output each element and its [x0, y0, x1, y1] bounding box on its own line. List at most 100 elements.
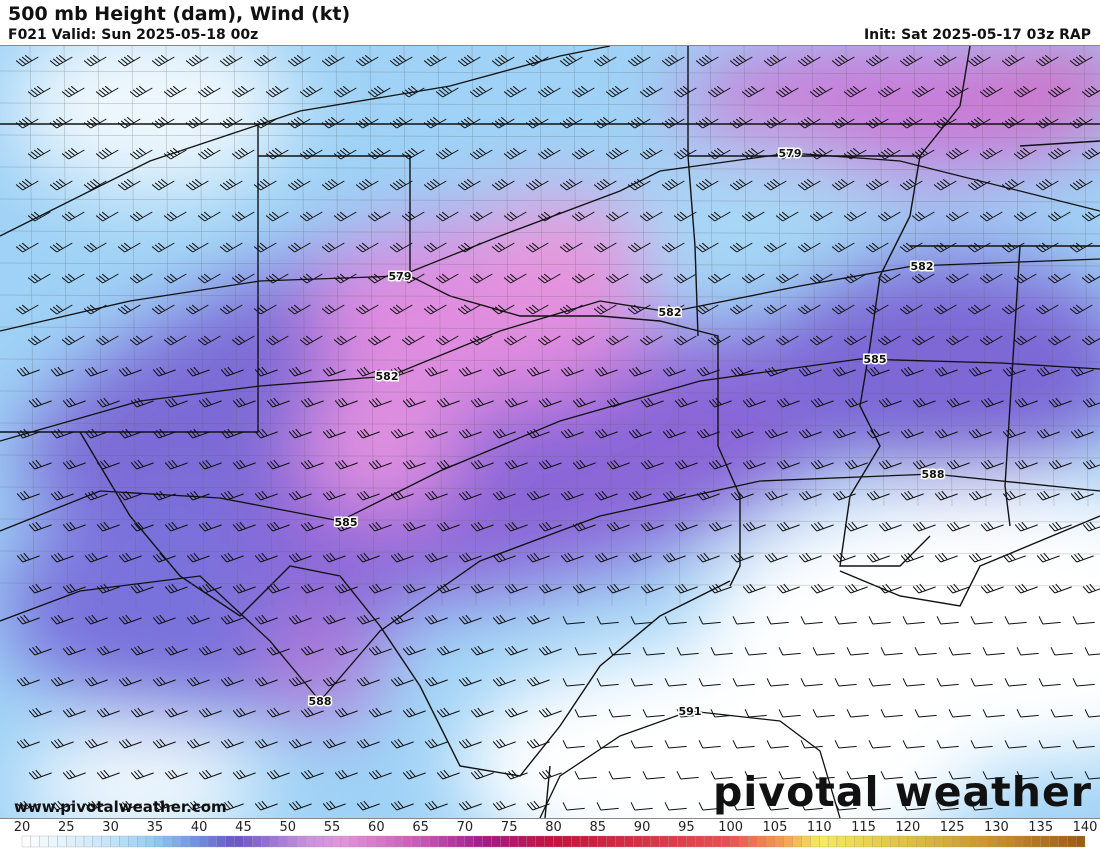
wind-barb [778, 771, 801, 780]
wind-barb [118, 738, 142, 749]
wind-barb [435, 85, 459, 98]
wind-barb [198, 769, 222, 780]
wind-barb [62, 459, 86, 470]
wind-barb [764, 366, 788, 377]
wind-barb [630, 740, 653, 749]
colorbar-cell [455, 835, 466, 848]
wind-barb [435, 147, 459, 160]
wind-barb [470, 769, 494, 780]
wind-barb [367, 85, 391, 98]
wind-barb [934, 366, 958, 377]
wind-barb [695, 304, 719, 315]
wind-barb [1014, 521, 1038, 532]
colorbar-cell [199, 835, 209, 848]
colorbar-cell [650, 835, 660, 848]
colorbar-cell [376, 835, 386, 848]
wind-barb [900, 366, 924, 377]
wind-barb [945, 211, 969, 222]
wind-barb [980, 583, 1004, 594]
wind-barb [185, 242, 209, 253]
wind-barb [288, 676, 312, 687]
wind-barb [640, 397, 664, 408]
wind-barb [744, 709, 767, 718]
wind-barb [401, 147, 425, 160]
wind-barb [596, 802, 619, 811]
wind-barb [321, 178, 345, 191]
wind-barb [1070, 490, 1094, 501]
wind-barb [118, 676, 142, 687]
wind-barb [764, 428, 788, 439]
wind-barb [62, 707, 86, 718]
wind-barb [50, 738, 74, 749]
wind-barb [129, 211, 153, 222]
colorbar-cell [943, 835, 953, 848]
colorbar-cell [925, 835, 935, 848]
colorbar-tick-label: 50 [279, 820, 296, 835]
wind-barb [253, 304, 277, 315]
wind-barb [117, 178, 141, 191]
contour-label: 582 [376, 370, 399, 383]
wind-barb [424, 614, 448, 625]
colorbar-cell [783, 835, 793, 848]
colorbar: 20 25 30 35 40 45 50 55 60 65 70 75 80 85 90 95 100 105 11… [14, 820, 1097, 848]
wind-barb [639, 147, 663, 160]
wind-barb [572, 521, 596, 532]
colorbar-cell [1005, 835, 1015, 848]
wind-barb [84, 552, 108, 563]
wind-barb [152, 552, 176, 563]
wind-barb [423, 242, 447, 253]
wind-barb [695, 54, 719, 67]
wind-barb [846, 647, 869, 656]
wind-barb [628, 552, 652, 563]
wind-barb [968, 428, 992, 439]
colorbar-cell [234, 835, 244, 848]
wind-barb [936, 740, 959, 749]
wind-barb [253, 54, 277, 67]
wind-barb [608, 647, 631, 656]
colorbar-cell [633, 835, 643, 848]
wind-barb [491, 242, 515, 253]
county-line [0, 358, 1100, 363]
wind-barb [300, 583, 324, 594]
wind-barb [28, 397, 52, 408]
wind-barb [843, 85, 867, 98]
colorbar-cell [402, 835, 412, 848]
wind-barb [164, 459, 188, 470]
wind-barb [810, 583, 834, 594]
colorbar-cell [119, 835, 129, 848]
wind-barb [164, 521, 188, 532]
wind-barb [596, 740, 619, 749]
wind-barb [61, 211, 85, 222]
wind-barb [744, 771, 767, 780]
wind-barb [979, 335, 1003, 346]
wind-barb [741, 85, 765, 98]
wind-barb [661, 54, 685, 67]
wind-barb [458, 366, 482, 377]
wind-barb [1082, 521, 1100, 532]
wind-barb [606, 459, 630, 470]
wind-barb [231, 335, 255, 346]
wind-barb [367, 211, 391, 222]
colorbar-cell [571, 835, 581, 848]
wind-barb [560, 490, 584, 501]
colorbar-cell [482, 835, 492, 848]
wind-barb [1048, 583, 1072, 594]
wind-barb [299, 335, 323, 346]
colorbar-cell [411, 835, 421, 848]
wind-barb [16, 552, 40, 563]
wind-barb [1070, 552, 1094, 563]
wind-barb [356, 428, 380, 439]
wind-barb [967, 242, 991, 253]
wind-barb [967, 116, 991, 129]
wind-barb [674, 583, 698, 594]
wind-barb [526, 490, 550, 501]
wind-barb [843, 273, 867, 284]
wind-barb [1014, 459, 1038, 470]
wind-barb [129, 85, 153, 98]
wind-barb [424, 800, 448, 811]
website-url[interactable]: www.pivotalweather.com [14, 798, 227, 816]
wind-barb [594, 490, 618, 501]
colorbar-tick-label: 40 [191, 820, 208, 835]
wind-barb [1047, 147, 1071, 160]
wind-barb [538, 769, 562, 780]
